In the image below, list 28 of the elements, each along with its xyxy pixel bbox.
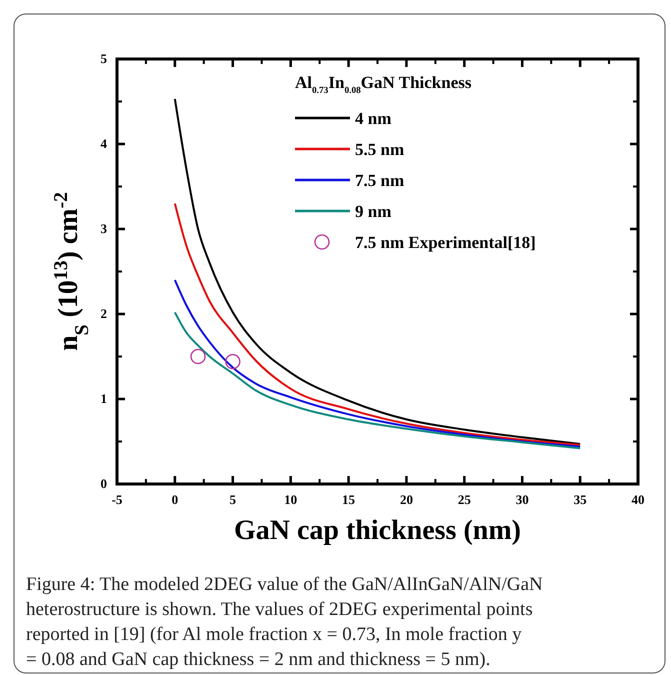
- legend-title: Al$_{0.73}$In$_{0.08}$GaN Thickness: [295, 73, 472, 96]
- x-tick-label: 20: [400, 492, 413, 507]
- legend-label: 5.5 nm: [355, 140, 404, 159]
- x-tick-label: 0: [172, 492, 178, 507]
- x-tick-label: 5: [230, 492, 237, 507]
- legend-label: 9 nm: [355, 202, 392, 221]
- y-tick-label: 4: [100, 136, 108, 151]
- x-tick-label: 30: [516, 492, 529, 507]
- legend-label: 7.5 nm: [355, 171, 404, 190]
- line-series: [174, 279, 582, 448]
- legend-label: 7.5 nm Experimental[18]: [355, 233, 536, 252]
- x-tick-label: 25: [458, 492, 472, 507]
- x-tick-label: 10: [284, 492, 298, 507]
- y-tick-label: 5: [100, 51, 108, 66]
- caption: Figure 4: The modeled 2DEG value of the GaN/AlInGaN/AlN/GaN heterostructure is shown. The values of 2DEG experimental points reported in [19] (for Al mole fraction x = 0.73, In mole fraction y = 0.08 and GaN cap thickness = 2 nm and thickness = 5 nm).: [26, 574, 544, 670]
- x-tick-label: 40: [632, 492, 644, 507]
- line-series: [174, 98, 582, 446]
- x-axis-title: GaN cap thickness (nm): [234, 515, 522, 546]
- y-tick-label: 1: [100, 391, 107, 406]
- x-tick-label: 15: [342, 492, 356, 507]
- x-tick-label: 35: [574, 492, 588, 507]
- x-tick-label: -5: [112, 492, 123, 507]
- line-series: [174, 311, 582, 450]
- y-tick-label: 2: [100, 306, 107, 321]
- y-tick-label: 3: [100, 221, 108, 236]
- legend-label: 4 nm: [355, 109, 392, 128]
- line-series: [174, 202, 582, 446]
- y-tick-label: 0: [100, 476, 107, 491]
